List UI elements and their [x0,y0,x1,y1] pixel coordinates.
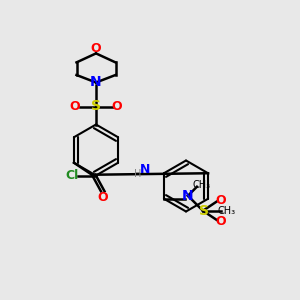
Text: S: S [91,100,101,113]
Text: H: H [134,169,142,179]
Text: S: S [200,204,209,218]
Text: O: O [216,215,226,228]
Text: O: O [97,191,108,204]
Text: N: N [182,189,194,203]
Text: CH₃: CH₃ [192,180,211,190]
Text: O: O [216,194,226,207]
Text: N: N [140,163,151,176]
Text: O: O [91,42,101,56]
Text: O: O [70,100,80,113]
Text: O: O [112,100,122,113]
Text: N: N [90,76,102,89]
Text: Cl: Cl [65,169,79,182]
Text: CH₃: CH₃ [218,206,236,216]
